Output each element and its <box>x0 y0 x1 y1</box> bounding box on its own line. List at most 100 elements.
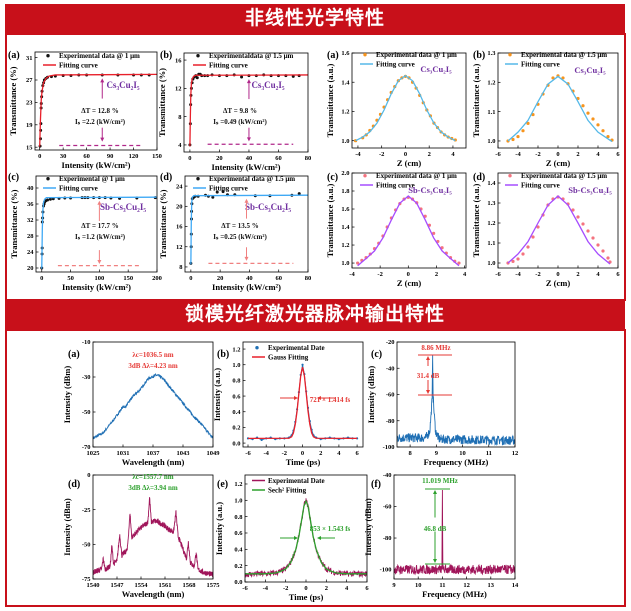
x-tick-label: 1575 <box>207 582 221 589</box>
data-point <box>356 261 360 265</box>
annotation-text: ΔT = 17.7 % <box>81 222 118 230</box>
plot-area <box>38 73 157 148</box>
x-tick-label: 11 <box>439 582 445 589</box>
data-point <box>586 111 590 115</box>
data-point <box>48 197 52 201</box>
annotation-text: 11.019 MHz <box>422 477 458 485</box>
panel-letter: (b) <box>217 349 229 360</box>
x-tick-label: 1547 <box>111 582 125 589</box>
x-tick-label: 40 <box>246 275 253 282</box>
x-tick-label: 6 <box>616 271 620 278</box>
y-axis-label: Transmittance (%) <box>9 189 19 258</box>
data-point <box>551 76 555 80</box>
y-tick-label: 40 <box>27 185 34 192</box>
panel-letter: (a) <box>327 50 339 61</box>
data-point <box>571 208 575 212</box>
legend-label: Fitting curve <box>59 185 98 193</box>
x-tick-label: -2 <box>379 151 384 158</box>
legend-marker <box>196 177 200 181</box>
chart-panel-12: -6 -4 -2 0 2 4 6 0.0 0.2 0.4 0.6 0.8 1.0 1.2 Time (ps)… <box>214 474 369 602</box>
x-tick-label: 50 <box>67 275 74 282</box>
material-label: Cs₃Cu₂I₅ <box>420 64 452 74</box>
y-axis-label: Intensity (a.u.) <box>212 368 222 421</box>
annotation-text: 8.86 MHz <box>421 344 450 352</box>
y-tick-label: 15 <box>26 144 33 151</box>
data-point <box>195 76 199 80</box>
plot-frame <box>184 175 309 273</box>
chart-panel-6: -4 -2 0 2 4 1.0 1.2 1.4 1.6 1.8 2.0 Z (cm) Transmitt… <box>325 170 467 288</box>
x-tick-label: -2 <box>377 271 382 278</box>
data-point <box>596 123 600 127</box>
legend-label: Fitting curve <box>59 62 98 70</box>
y-tick-label: 12 <box>176 244 183 251</box>
legend-marker <box>46 54 50 58</box>
plot-area <box>93 372 213 440</box>
legend-marker <box>196 54 200 58</box>
y-tick-label: 1.2 <box>341 242 349 249</box>
y-tick-label: -25 <box>82 507 91 514</box>
x-tick-label: 90 <box>107 153 114 160</box>
chart-panel-10: 8 9 10 11 12 -100 -80 -60 -40 -20 Frequency (MHz) I… <box>366 339 518 467</box>
panel-letter: (d) <box>473 172 485 183</box>
panel-letter: (d) <box>68 479 80 490</box>
y-tick-label: 0.0 <box>234 579 242 586</box>
x-tick-label: 4 <box>596 271 600 278</box>
legend-label: Experimental data @ 1.5 μm <box>521 172 607 180</box>
legend-marker <box>255 346 259 350</box>
y-axis-label: Transmittance (a.u.) <box>471 183 481 257</box>
mode-locked-pulse-section <box>5 329 626 607</box>
series-line <box>394 489 515 576</box>
x-tick-label: -6 <box>242 585 248 592</box>
data-point <box>606 134 610 139</box>
section-title-mode-locked-pulse: 锁模光纤激光器脉冲输出特性 <box>5 300 625 329</box>
legend-label: Experimental Date <box>268 344 325 352</box>
y-tick-label: -75 <box>82 576 91 583</box>
x-tick-label: 0 <box>556 271 559 278</box>
annotation-text: 46.8 dB <box>424 525 447 533</box>
legend-label: Fitting curve <box>376 61 415 69</box>
panel-letter: (a) <box>68 349 80 360</box>
y-tick-label: -50 <box>82 542 91 549</box>
plot-frame <box>35 175 158 273</box>
panel-letter: (c) <box>8 172 19 183</box>
y-tick-label: -10 <box>82 339 91 346</box>
y-tick-label: 24 <box>27 249 34 256</box>
arrowhead-icon <box>426 390 430 394</box>
y-tick-label: 8 <box>178 114 182 121</box>
data-point <box>531 235 535 239</box>
y-tick-label: 1.0 <box>232 362 240 369</box>
legend-label: Experimental data @ 1 μm <box>376 51 457 59</box>
x-tick-label: 1561 <box>159 582 172 589</box>
y-tick-label: 1.2 <box>487 220 495 227</box>
legend-marker <box>508 174 512 178</box>
y-tick-label: -40 <box>386 365 395 372</box>
x-tick-label: -4 <box>355 151 361 158</box>
x-tick-label: 6 <box>616 151 620 158</box>
y-tick-label: 1.4 <box>341 79 350 86</box>
arrowhead-icon <box>294 536 298 540</box>
y-tick-label: 0.0 <box>232 440 240 447</box>
y-tick-label: 1.0 <box>487 138 495 145</box>
x-tick-label: 2 <box>576 151 579 158</box>
y-tick-label: 1.1 <box>487 109 495 116</box>
y-axis-label: Intensity (dBm) <box>366 366 376 424</box>
data-point <box>511 137 515 142</box>
y-tick-label: 0.2 <box>234 563 242 570</box>
y-tick-label: 32 <box>27 217 34 224</box>
y-tick-label: 20 <box>176 204 183 211</box>
panel-letter: (f) <box>371 479 381 490</box>
x-tick-label: 11 <box>486 450 492 457</box>
plot-area <box>356 195 461 267</box>
x-tick-label: 0 <box>301 450 304 457</box>
x-tick-label: 0 <box>188 155 191 162</box>
x-tick-label: 4 <box>337 450 341 457</box>
x-tick-label: 9 <box>392 582 396 589</box>
y-tick-label: 1.0 <box>234 498 242 505</box>
y-tick-label: -40 <box>383 472 392 479</box>
series-line <box>245 498 367 579</box>
series-line <box>357 195 460 267</box>
legend-label: Fitting curve <box>521 182 560 190</box>
y-tick-label: 1.0 <box>341 260 349 267</box>
y-tick-label: 1.3 <box>487 50 496 57</box>
plot-frame <box>351 52 467 149</box>
